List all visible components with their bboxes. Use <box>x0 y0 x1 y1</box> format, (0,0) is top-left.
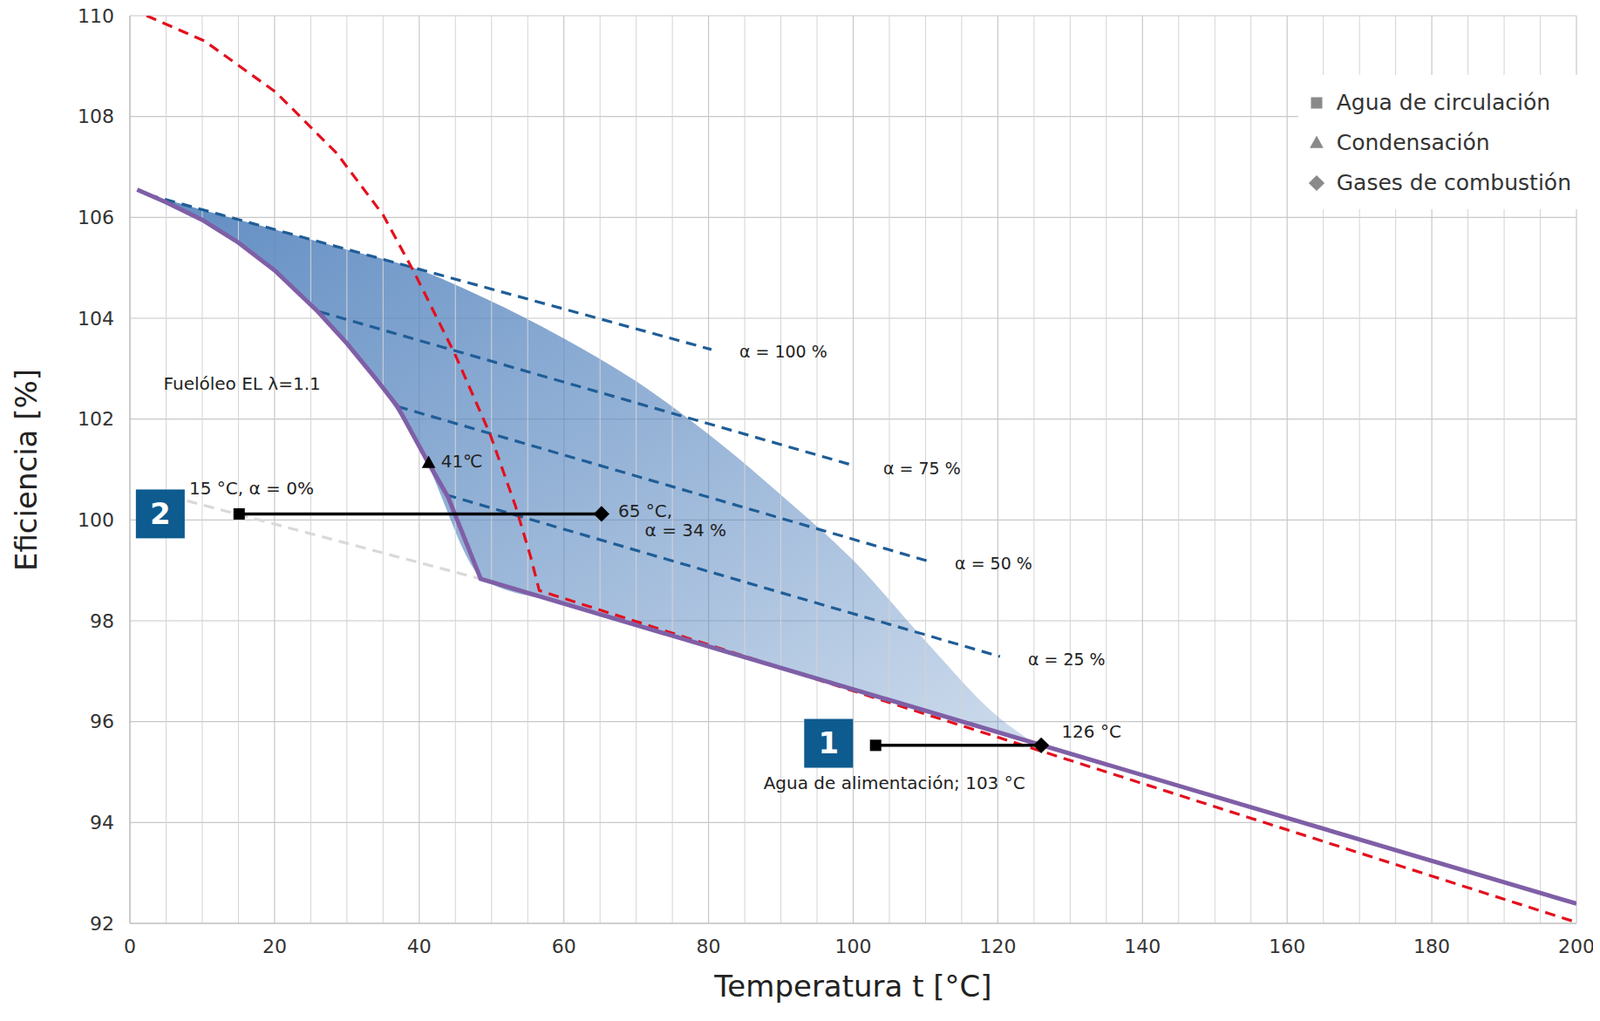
svg-text:40: 40 <box>407 935 432 958</box>
svg-text:140: 140 <box>1123 935 1161 958</box>
html-text:Agua de circulación: Agua de circulación <box>1336 89 1551 115</box>
svg-text:104: 104 <box>77 307 115 330</box>
svg-text:98: 98 <box>89 610 115 633</box>
svg-text:α = 75 %: α = 75 % <box>883 458 961 478</box>
svg-text:20: 20 <box>262 935 287 958</box>
svg-text:2: 2 <box>149 496 171 532</box>
svg-text:α = 100 %: α = 100 % <box>739 341 828 361</box>
svg-text:96: 96 <box>89 710 115 733</box>
svg-text:160: 160 <box>1268 935 1306 958</box>
svg-text:100: 100 <box>835 935 872 958</box>
svg-text:65 °C,: 65 °C, <box>618 500 673 522</box>
svg-text:60: 60 <box>551 935 577 958</box>
svg-text:108: 108 <box>77 105 115 128</box>
svg-text:92: 92 <box>89 912 115 935</box>
svg-text:94: 94 <box>89 811 115 834</box>
html-text:Gases de combustión: Gases de combustión <box>1336 169 1572 195</box>
svg-text:Fuelóleo EL λ=1.1: Fuelóleo EL λ=1.1 <box>163 373 321 395</box>
html-text:Condensación: Condensación <box>1336 129 1490 155</box>
svg-text:200: 200 <box>1558 935 1594 958</box>
svg-text:15 °C, α = 0%: 15 °C, α = 0% <box>189 477 314 499</box>
svg-text:102: 102 <box>77 408 115 430</box>
svg-text:80: 80 <box>696 935 722 958</box>
svg-text:126 °C: 126 °C <box>1061 721 1122 743</box>
svg-text:α = 34 %: α = 34 % <box>645 519 727 541</box>
html-text:Eficiencia [%]: Eficiencia [%] <box>8 368 44 571</box>
svg-text:106: 106 <box>77 206 115 229</box>
svg-text:1: 1 <box>817 725 839 761</box>
svg-text:α = 25 %: α = 25 % <box>1028 649 1106 669</box>
svg-text:41℃: 41℃ <box>441 450 484 472</box>
html-text:Temperatura t [°C]: Temperatura t [°C] <box>714 968 992 1004</box>
svg-text:α = 50 %: α = 50 % <box>954 553 1033 573</box>
svg-text:180: 180 <box>1413 935 1451 958</box>
svg-text:Agua de alimentación; 103 °C: Agua de alimentación; 103 °C <box>763 772 1026 794</box>
svg-text:0: 0 <box>123 935 137 958</box>
svg-text:120: 120 <box>979 935 1016 958</box>
svg-text:100: 100 <box>77 509 115 532</box>
svg-text:110: 110 <box>77 6 115 28</box>
